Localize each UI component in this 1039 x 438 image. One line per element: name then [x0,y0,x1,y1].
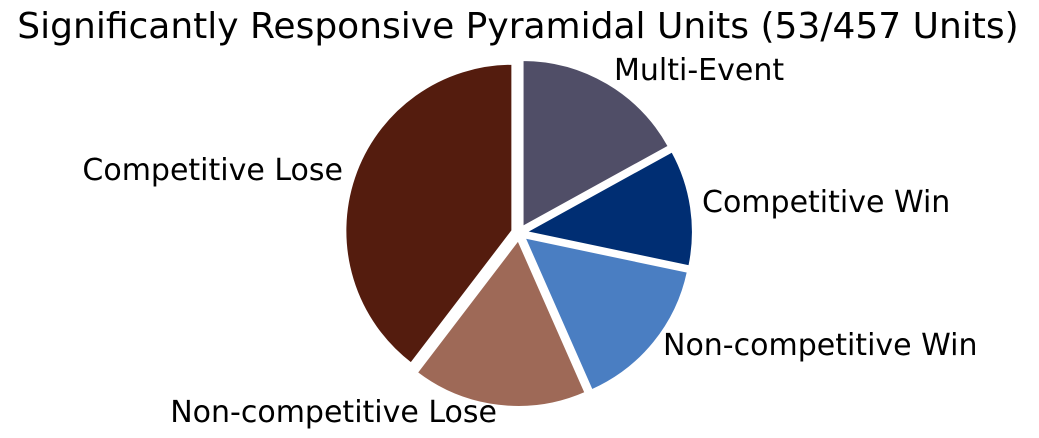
pie-slice-multi-event [521,58,671,229]
slice-label-competitive-lose: Competitive Lose [82,153,343,188]
chart-title: Significantly Responsive Pyramidal Units… [17,6,1018,47]
pie-slice-non-competitive-win [522,236,690,392]
pie-slice-competitive-lose [344,62,514,365]
pie-labels: Multi-Event Competitive Win Non-competitiv… [82,53,977,430]
pie-slice-competitive-win [523,149,694,268]
slice-label-competitive-win: Competitive Win [702,185,950,220]
slice-label-multi-event: Multi-Event [614,53,784,88]
pie-slices [344,58,694,408]
pie-slice-non-competitive-lose [415,237,587,408]
slice-label-non-competitive-win: Non-competitive Win [663,328,978,363]
slice-label-non-competitive-lose: Non-competitive Lose [170,395,497,430]
